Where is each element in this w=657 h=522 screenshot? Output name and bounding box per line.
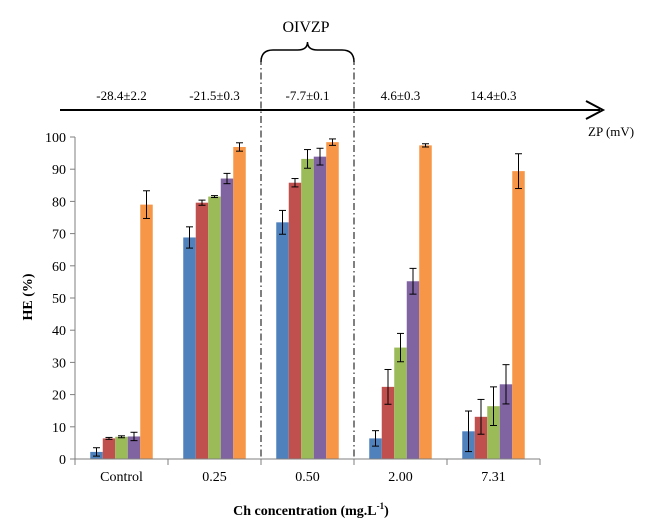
- bar: [301, 158, 314, 459]
- zp-value: -21.5±0.3: [189, 88, 239, 103]
- y-tick-label: 90: [52, 163, 66, 178]
- zp-value: -7.7±0.1: [286, 88, 330, 103]
- x-axis-label: Ch concentration (mg.L-1): [233, 501, 389, 519]
- error-bars: [93, 138, 522, 457]
- y-ticks: 0 10 20 30 40 50 60 70 80 90 100: [45, 131, 75, 468]
- zp-value: 4.6±0.3: [381, 88, 421, 103]
- oivzp-annotation: OIVZP: [260, 19, 355, 63]
- bar: [288, 182, 302, 459]
- x-tick-label: 7.31: [481, 470, 506, 485]
- oivzp-label: OIVZP: [282, 19, 329, 36]
- x-tick-label: 2.00: [388, 470, 413, 485]
- zp-axis-label: ZP (mV): [588, 124, 634, 139]
- bar: [220, 178, 234, 459]
- bar: [208, 196, 221, 459]
- bar: [394, 347, 407, 459]
- bar: [499, 384, 513, 459]
- bar: [381, 386, 395, 459]
- bar: [419, 145, 432, 459]
- y-tick-label: 80: [52, 195, 66, 210]
- bar: [369, 438, 382, 459]
- bar: [276, 222, 289, 459]
- bar: [140, 204, 153, 459]
- y-tick-label: 30: [52, 356, 66, 371]
- x-ticks: Control 0.25 0.50 2.00 7.31: [74, 459, 541, 485]
- bar: [195, 202, 209, 460]
- bar: [512, 171, 525, 459]
- bar: [474, 416, 488, 459]
- y-tick-label: 60: [52, 260, 66, 275]
- oivzp-brace: [260, 41, 355, 63]
- y-tick-label: 100: [45, 131, 66, 146]
- y-tick-label: 40: [52, 324, 66, 339]
- x-tick-label: 0.50: [295, 470, 320, 485]
- bar: [233, 146, 246, 459]
- bar: [313, 156, 327, 459]
- y-tick-label: 20: [52, 389, 66, 404]
- bars: [90, 142, 525, 460]
- bar: [326, 142, 339, 460]
- zp-value: 14.4±0.3: [470, 88, 516, 103]
- zp-arrow-head: [585, 100, 606, 120]
- bar: [406, 281, 420, 459]
- y-tick-label: 70: [52, 228, 66, 243]
- y-tick-label: 50: [52, 292, 66, 307]
- zp-values: -28.4±2.2 -21.5±0.3 -7.7±0.1 4.6±0.3 14.4±0.…: [96, 88, 516, 103]
- bar: [102, 438, 116, 459]
- bar: [183, 237, 196, 459]
- y-axis-label: HE (%): [21, 273, 36, 320]
- y-tick-label: 0: [59, 453, 66, 468]
- bar: [115, 436, 128, 459]
- x-tick-label: Control: [100, 470, 143, 485]
- bar: [487, 406, 500, 459]
- zeta-potential-axis: ZP (mV): [60, 100, 634, 139]
- y-tick-label: 10: [52, 421, 66, 436]
- zp-value: -28.4±2.2: [96, 88, 146, 103]
- x-tick-label: 0.25: [202, 470, 227, 485]
- bar: [127, 436, 141, 459]
